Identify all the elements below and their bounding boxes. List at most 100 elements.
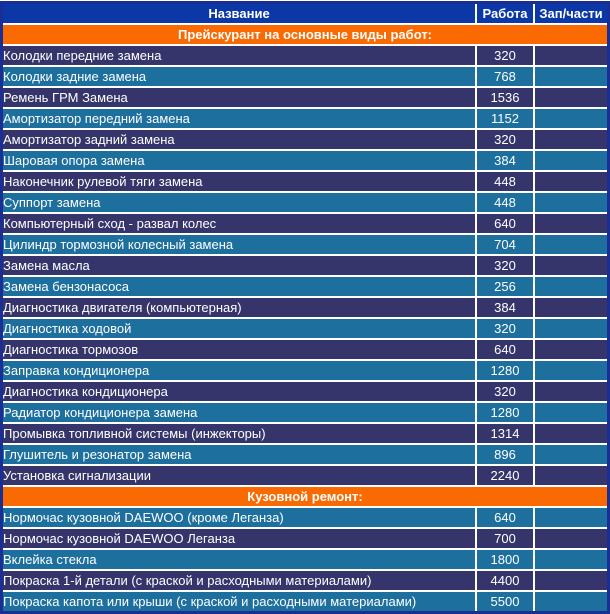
service-parts-price <box>533 338 610 361</box>
service-work-price: 640 <box>475 212 535 235</box>
service-parts-price <box>533 233 610 256</box>
service-name: Диагностика тормозов <box>0 338 477 361</box>
service-parts-price <box>533 506 610 529</box>
service-parts-price <box>533 170 610 193</box>
service-work-price: 1152 <box>475 107 535 130</box>
service-row: Колодки задние замена 768 <box>0 65 610 88</box>
service-parts-price <box>533 44 610 67</box>
service-parts-price <box>533 569 610 592</box>
service-work-price: 896 <box>475 443 535 466</box>
service-parts-price <box>533 359 610 382</box>
service-name: Глушитель и резонатор замена <box>0 443 477 466</box>
service-name: Вклейка стекла <box>0 548 477 571</box>
service-work-price: 448 <box>475 191 535 214</box>
service-parts-price <box>533 296 610 319</box>
service-name: Промывка топливной системы (инжекторы) <box>0 422 477 445</box>
service-work-price: 640 <box>475 506 535 529</box>
service-parts-price <box>533 212 610 235</box>
column-header-name: Название <box>0 1 477 25</box>
service-parts-price <box>533 380 610 403</box>
service-parts-price <box>533 86 610 109</box>
service-parts-price <box>533 128 610 151</box>
service-work-price: 320 <box>475 317 535 340</box>
service-row: Колодки передние замена 320 <box>0 44 610 67</box>
service-row: Диагностика кондиционера 320 <box>0 380 610 403</box>
service-row: Ремень ГРМ Замена 1536 <box>0 86 610 109</box>
service-row: Нормочас кузовной DAEWOO (кроме Леганза)… <box>0 506 610 529</box>
section-header-row: Кузовной ремонт: <box>0 485 610 508</box>
column-header-row: Название Работа Зап/части <box>0 1 610 25</box>
service-parts-price <box>533 401 610 424</box>
service-work-price: 5500 <box>475 590 535 614</box>
service-parts-price <box>533 443 610 466</box>
service-name: Покраска 1-й детали (с краской и расходн… <box>0 569 477 592</box>
service-name: Замена масла <box>0 254 477 277</box>
service-row: Диагностика ходовой 320 <box>0 317 610 340</box>
service-work-price: 1280 <box>475 359 535 382</box>
service-name: Диагностика двигателя (компьютерная) <box>0 296 477 319</box>
service-work-price: 1800 <box>475 548 535 571</box>
service-row: Заправка кондиционера 1280 <box>0 359 610 382</box>
service-row: Диагностика тормозов 640 <box>0 338 610 361</box>
column-header-parts: Зап/части <box>533 1 610 25</box>
section-header-row: Прейскурант на основные виды работ: <box>0 23 610 46</box>
service-row: Цилиндр тормозной колесный замена 704 <box>0 233 610 256</box>
service-parts-price <box>533 464 610 487</box>
service-work-price: 704 <box>475 233 535 256</box>
service-row: Покраска капота или крыши (с краской и р… <box>0 590 610 614</box>
service-work-price: 448 <box>475 170 535 193</box>
service-row: Замена бензонасоса 256 <box>0 275 610 298</box>
service-work-price: 2240 <box>475 464 535 487</box>
service-row: Суппорт замена 448 <box>0 191 610 214</box>
service-work-price: 384 <box>475 296 535 319</box>
service-work-price: 320 <box>475 128 535 151</box>
service-name: Заправка кондиционера <box>0 359 477 382</box>
service-name: Суппорт замена <box>0 191 477 214</box>
service-name: Компьютерный сход - развал колес <box>0 212 477 235</box>
service-work-price: 320 <box>475 380 535 403</box>
service-row: Покраска 1-й детали (с краской и расходн… <box>0 569 610 592</box>
service-work-price: 640 <box>475 338 535 361</box>
service-row: Нормочас кузовной DAEWOO Леганза 700 <box>0 527 610 550</box>
service-row: Компьютерный сход - развал колес 640 <box>0 212 610 235</box>
section-header-label: Прейскурант на основные виды работ: <box>0 23 610 46</box>
service-parts-price <box>533 191 610 214</box>
service-parts-price <box>533 65 610 88</box>
service-parts-price <box>533 254 610 277</box>
service-name: Шаровая опора замена <box>0 149 477 172</box>
service-work-price: 1314 <box>475 422 535 445</box>
service-row: Радиатор кондиционера замена 1280 <box>0 401 610 424</box>
service-name: Амортизатор передний замена <box>0 107 477 130</box>
service-name: Ремень ГРМ Замена <box>0 86 477 109</box>
service-work-price: 256 <box>475 275 535 298</box>
service-name: Амортизатор задний замена <box>0 128 477 151</box>
service-row: Промывка топливной системы (инжекторы) 13… <box>0 422 610 445</box>
column-header-work: Работа <box>475 1 535 25</box>
section-header-label: Кузовной ремонт: <box>0 485 610 508</box>
service-work-price: 1280 <box>475 401 535 424</box>
service-work-price: 320 <box>475 254 535 277</box>
service-row: Амортизатор передний замена 1152 <box>0 107 610 130</box>
service-name: Нормочас кузовной DAEWOO Леганза <box>0 527 477 550</box>
service-work-price: 384 <box>475 149 535 172</box>
service-name: Диагностика кондиционера <box>0 380 477 403</box>
service-row: Диагностика двигателя (компьютерная) 384 <box>0 296 610 319</box>
service-parts-price <box>533 107 610 130</box>
service-name: Радиатор кондиционера замена <box>0 401 477 424</box>
price-table-body: Прейскурант на основные виды работ: Колод… <box>0 23 610 614</box>
service-name: Покраска капота или крыши (с краской и р… <box>0 590 477 614</box>
service-work-price: 320 <box>475 44 535 67</box>
service-work-price: 4400 <box>475 569 535 592</box>
service-parts-price <box>533 422 610 445</box>
service-parts-price <box>533 548 610 571</box>
service-row: Наконечник рулевой тяги замена 448 <box>0 170 610 193</box>
service-parts-price <box>533 317 610 340</box>
service-row: Установка сигнализации 2240 <box>0 464 610 487</box>
service-parts-price <box>533 590 610 614</box>
service-work-price: 1536 <box>475 86 535 109</box>
service-row: Шаровая опора замена 384 <box>0 149 610 172</box>
service-parts-price <box>533 149 610 172</box>
service-work-price: 768 <box>475 65 535 88</box>
service-name: Диагностика ходовой <box>0 317 477 340</box>
service-name: Замена бензонасоса <box>0 275 477 298</box>
